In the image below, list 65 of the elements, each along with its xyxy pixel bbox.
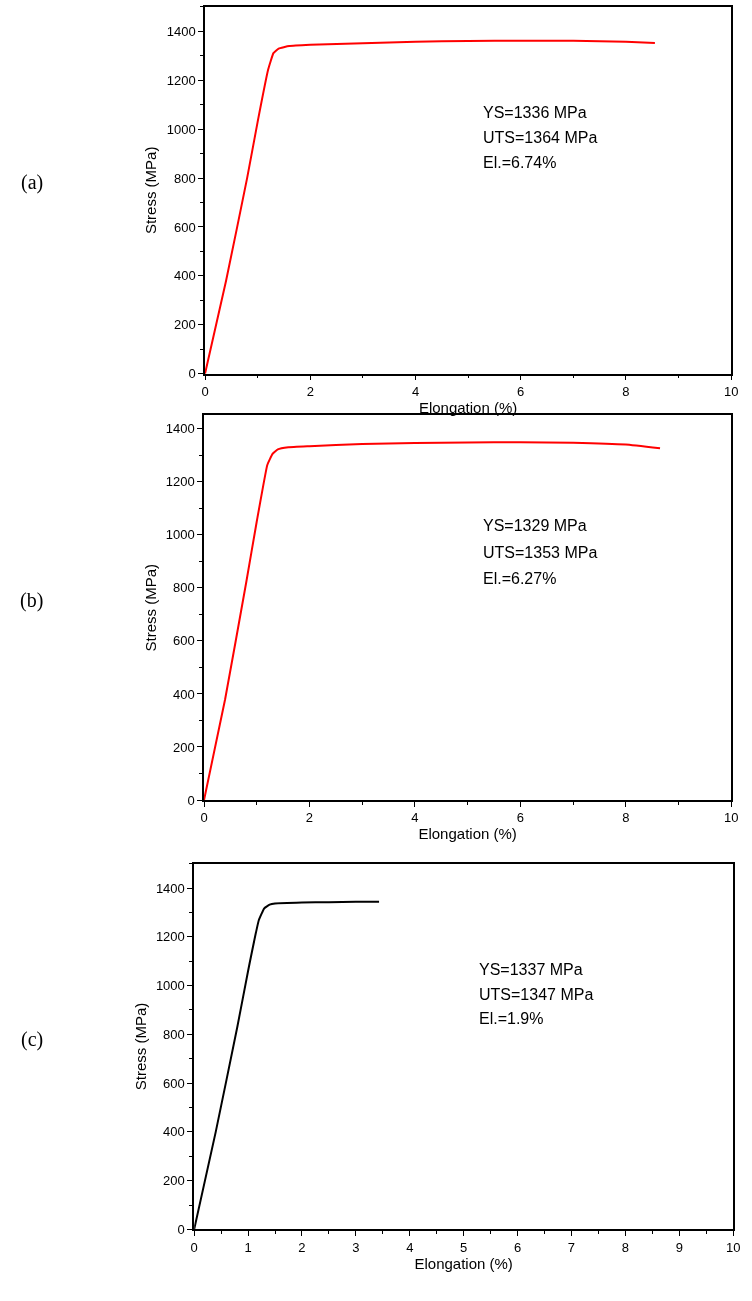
x-tick-label: 4 [406,1239,414,1255]
y-tick-label: 0 [188,366,196,382]
text: (b) [20,589,44,612]
annotation: El.=6.74% [483,154,557,171]
y-tick-label: 1000 [166,121,196,137]
annotation: UTS=1353 MPa [483,544,598,561]
y-tick-label: 1400 [166,23,196,39]
y-axis-title: Stress (MPa) [142,146,160,235]
y-tick-label: 400 [163,1124,185,1140]
x-tick-label: 9 [675,1239,683,1255]
y-tick-label: 0 [187,792,195,808]
y-tick-label: 800 [172,580,195,596]
x-tick-label: 2 [298,1239,306,1255]
x-tick-label: 2 [306,384,314,400]
x-tick-label: 8 [621,1239,629,1255]
annotation: UTS=1347 MPa [479,986,594,1003]
y-tick-label: 1400 [165,421,195,437]
y-tick-label: 1200 [165,474,195,490]
y-tick-label: 400 [173,268,196,284]
y-tick-label: 200 [172,739,195,755]
y-tick-label: 0 [177,1221,185,1237]
y-tick-label: 600 [163,1075,185,1091]
y-tick-label: 1200 [166,72,196,88]
line-series [205,39,656,374]
x-tick-label: 6 [513,1239,522,1255]
annotation: El.=6.27% [483,570,557,587]
x-tick-label: 0 [201,384,209,400]
x-axis-title: Elongation (%) [414,1254,513,1272]
x-tick-label: 8 [622,810,630,826]
x-tick-label: 1 [244,1239,252,1255]
y-axis-title: Stress (MPa) [131,1002,149,1091]
x-tick-label: 2 [305,810,314,826]
x-tick-label: 5 [460,1239,468,1255]
y-axis-title: Stress (MPa) [141,563,159,652]
y-tick-label: 1000 [165,527,195,543]
y-tick-label: 600 [173,219,196,235]
x-tick-label: 10 [725,1239,741,1255]
y-tick-label: 600 [172,633,195,649]
x-tick-label: 8 [622,384,630,400]
x-tick-label: 10 [723,384,739,400]
text: (c) [21,1028,44,1051]
x-tick-label: 4 [411,810,419,826]
x-tick-label: 0 [200,810,208,826]
x-tick-label: 7 [567,1239,576,1255]
annotation: UTS=1364 MPa [483,129,598,146]
x-tick-label: 6 [516,810,524,826]
annotation: El.=1.9% [479,1010,544,1027]
y-tick-label: 1400 [155,880,185,896]
text: (a) [21,171,44,194]
y-tick-label: 1200 [155,929,185,945]
x-tick-label: 6 [517,384,525,400]
y-tick-label: 200 [173,317,196,333]
y-tick-label: 800 [173,170,196,186]
y-tick-label: 1000 [155,978,185,994]
line-series [204,441,662,801]
x-tick-label: 3 [352,1239,360,1255]
x-tick-label: 10 [723,810,739,826]
annotation: YS=1336 MPa [483,104,587,121]
y-tick-label: 800 [163,1026,185,1042]
annotation: YS=1329 MPa [483,517,587,534]
x-tick-label: 4 [411,384,420,400]
y-tick-label: 200 [163,1173,185,1189]
x-axis-title: Elongation (%) [418,825,517,843]
annotation: YS=1337 MPa [479,961,583,978]
y-tick-label: 400 [172,686,195,702]
